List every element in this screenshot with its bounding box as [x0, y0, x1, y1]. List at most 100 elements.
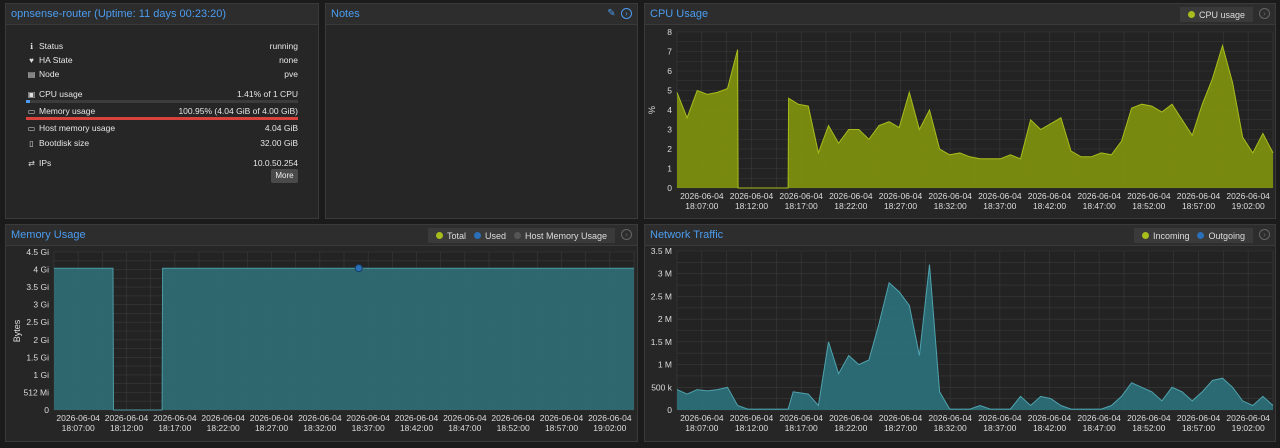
summary-row-label: Node: [39, 69, 60, 79]
x-tick-label: 2026-06-04: [153, 413, 197, 423]
summary-row: ▯ Bootdisk size 32.00 GiB: [26, 136, 298, 150]
x-tick-label: 2026-06-04: [395, 413, 439, 423]
y-tick-label: 4 Gi: [33, 265, 49, 275]
legend-item-total[interactable]: Total: [433, 231, 469, 241]
y-tick-label: 1 Gi: [33, 370, 49, 380]
legend-item-host[interactable]: Host Memory Usage: [511, 231, 610, 241]
y-tick-label: 7: [667, 47, 672, 57]
legend-label: Total: [446, 230, 466, 241]
y-tick-label: 3.5 M: [651, 246, 672, 256]
y-tick-label: 3 Gi: [33, 300, 49, 310]
network-panel: Network Traffic Incoming Outgoing › 0 500…: [644, 224, 1276, 442]
x-tick-label: 2026-06-04: [1077, 191, 1121, 201]
usage-bar-fill: [26, 100, 30, 103]
x-tick-label: 2026-06-04: [978, 191, 1022, 201]
x-tick-label: 18:12:00: [735, 423, 768, 433]
y-tick-label: 0: [44, 405, 49, 415]
x-tick-label: 18:47:00: [448, 423, 481, 433]
x-tick-label: 2026-06-04: [928, 191, 972, 201]
more-button[interactable]: More: [271, 169, 298, 183]
x-tick-label: 2026-06-04: [298, 413, 342, 423]
x-tick-label: 2026-06-04: [1177, 191, 1221, 201]
legend-item-incoming[interactable]: Incoming: [1139, 231, 1193, 241]
notes-header: Notes ✎ ›: [326, 4, 637, 25]
collapse-icon[interactable]: ›: [1259, 8, 1270, 19]
x-tick-label: 18:22:00: [834, 201, 867, 211]
y-axis-label: Bytes: [12, 319, 22, 342]
x-tick-label: 2026-06-04: [829, 191, 873, 201]
notes-title: Notes: [331, 8, 360, 20]
summary-row: ▣ CPU usage 1.41% of 1 CPU: [26, 87, 298, 101]
summary-row-label: Host memory usage: [39, 123, 116, 133]
x-tick-label: 2026-06-04: [978, 413, 1022, 423]
y-tick-label: 1.5 Gi: [26, 352, 49, 362]
x-tick-label: 2026-06-04: [1077, 413, 1121, 423]
legend-item-cpu[interactable]: CPU usage: [1185, 10, 1248, 20]
x-tick-label: 19:02:00: [593, 423, 626, 433]
x-tick-label: 18:47:00: [1083, 201, 1116, 211]
memory-icon: ▭: [27, 106, 36, 116]
x-tick-label: 2026-06-04: [779, 413, 823, 423]
info-icon: ℹ: [29, 41, 34, 51]
summary-row-value: running: [269, 41, 298, 51]
summary-row-label: Status: [39, 41, 64, 51]
x-tick-label: 18:27:00: [255, 423, 288, 433]
collapse-icon[interactable]: ›: [621, 229, 632, 240]
x-tick-label: 2026-06-04: [250, 413, 294, 423]
cpu-icon: ▣: [27, 89, 36, 99]
x-tick-label: 18:37:00: [983, 423, 1016, 433]
edit-icon[interactable]: ✎: [607, 8, 616, 19]
y-tick-label: 2 M: [658, 314, 672, 324]
series-line: [54, 267, 634, 411]
x-tick-label: 18:12:00: [735, 201, 768, 211]
x-tick-label: 2026-06-04: [1028, 413, 1072, 423]
x-tick-label: 18:37:00: [352, 423, 385, 433]
y-tick-label: 1: [667, 164, 672, 174]
memory-legend: Total Used Host Memory Usage: [427, 228, 615, 243]
summary-header: opnsense-router (Uptime: 11 days 00:23:2…: [6, 4, 318, 25]
x-tick-label: 18:27:00: [884, 423, 917, 433]
series-area: [54, 268, 634, 410]
memory-header: Memory Usage Total Used Host Memory Usag…: [6, 225, 637, 246]
y-tick-label: 3 M: [658, 269, 672, 279]
y-tick-label: 0: [667, 183, 672, 193]
usage-bar: [26, 117, 298, 120]
x-tick-label: 18:07:00: [62, 423, 95, 433]
x-tick-label: 2026-06-04: [201, 413, 245, 423]
x-tick-label: 2026-06-04: [105, 413, 149, 423]
x-tick-label: 18:17:00: [785, 423, 818, 433]
summary-row-label: IPs: [39, 158, 52, 168]
network-title: Network Traffic: [650, 229, 724, 241]
summary-row: ▤ Node pve: [26, 67, 298, 81]
summary-row-label: Memory usage: [39, 106, 96, 116]
x-tick-label: 2026-06-04: [1127, 191, 1171, 201]
legend-label: CPU usage: [1198, 9, 1245, 20]
cpu-header: CPU Usage CPU usage ›: [645, 4, 1275, 25]
x-tick-label: 18:32:00: [934, 423, 967, 433]
x-tick-label: 18:32:00: [303, 423, 336, 433]
x-tick-label: 2026-06-04: [1028, 191, 1072, 201]
memory-title: Memory Usage: [11, 229, 86, 241]
x-tick-label: 2026-06-04: [879, 413, 923, 423]
summary-row: ▭ Memory usage 100.95% (4.04 GiB of 4.00 G…: [26, 104, 298, 118]
legend-item-used[interactable]: Used: [471, 231, 509, 241]
cpu-panel: CPU Usage CPU usage › 0 1 2 3 4 5 6 7 8 2026-06-0…: [644, 3, 1276, 219]
summary-title: opnsense-router (Uptime: 11 days 00:23:2…: [11, 8, 227, 20]
usage-bar: [26, 100, 298, 103]
notes-panel: Notes ✎ ›: [325, 3, 638, 219]
y-tick-label: 2: [667, 144, 672, 154]
summary-row-value: pve: [284, 69, 298, 79]
collapse-icon[interactable]: ›: [1259, 229, 1270, 240]
x-tick-label: 18:17:00: [158, 423, 191, 433]
x-tick-label: 2026-06-04: [879, 191, 923, 201]
legend-item-outgoing[interactable]: Outgoing: [1194, 231, 1248, 241]
data-point-marker: [354, 264, 363, 273]
collapse-icon[interactable]: ›: [621, 8, 632, 19]
x-tick-label: 2026-06-04: [1127, 413, 1171, 423]
y-tick-label: 2 Gi: [33, 335, 49, 345]
y-tick-label: 4.5 Gi: [26, 247, 49, 257]
y-tick-label: 2.5 M: [651, 291, 672, 301]
x-tick-label: 18:22:00: [834, 423, 867, 433]
cpu-chart: 0123456782026-06-0418:07:002026-06-0418:…: [647, 27, 1274, 211]
x-tick-label: 18:57:00: [545, 423, 578, 433]
